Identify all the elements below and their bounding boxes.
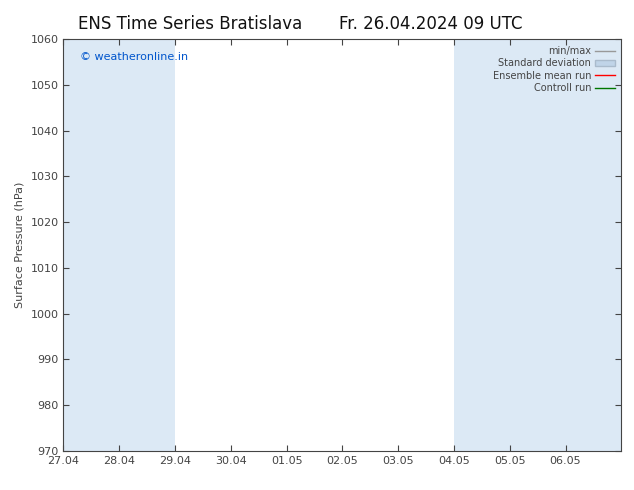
Bar bbox=[63, 39, 175, 451]
Text: ENS Time Series Bratislava: ENS Time Series Bratislava bbox=[78, 15, 302, 33]
Legend: min/max, Standard deviation, Ensemble mean run, Controll run: min/max, Standard deviation, Ensemble me… bbox=[491, 44, 616, 95]
Text: © weatheronline.in: © weatheronline.in bbox=[80, 51, 188, 62]
Bar bbox=[454, 39, 593, 451]
Text: Fr. 26.04.2024 09 UTC: Fr. 26.04.2024 09 UTC bbox=[339, 15, 523, 33]
Bar bbox=[593, 39, 634, 451]
Y-axis label: Surface Pressure (hPa): Surface Pressure (hPa) bbox=[15, 182, 25, 308]
